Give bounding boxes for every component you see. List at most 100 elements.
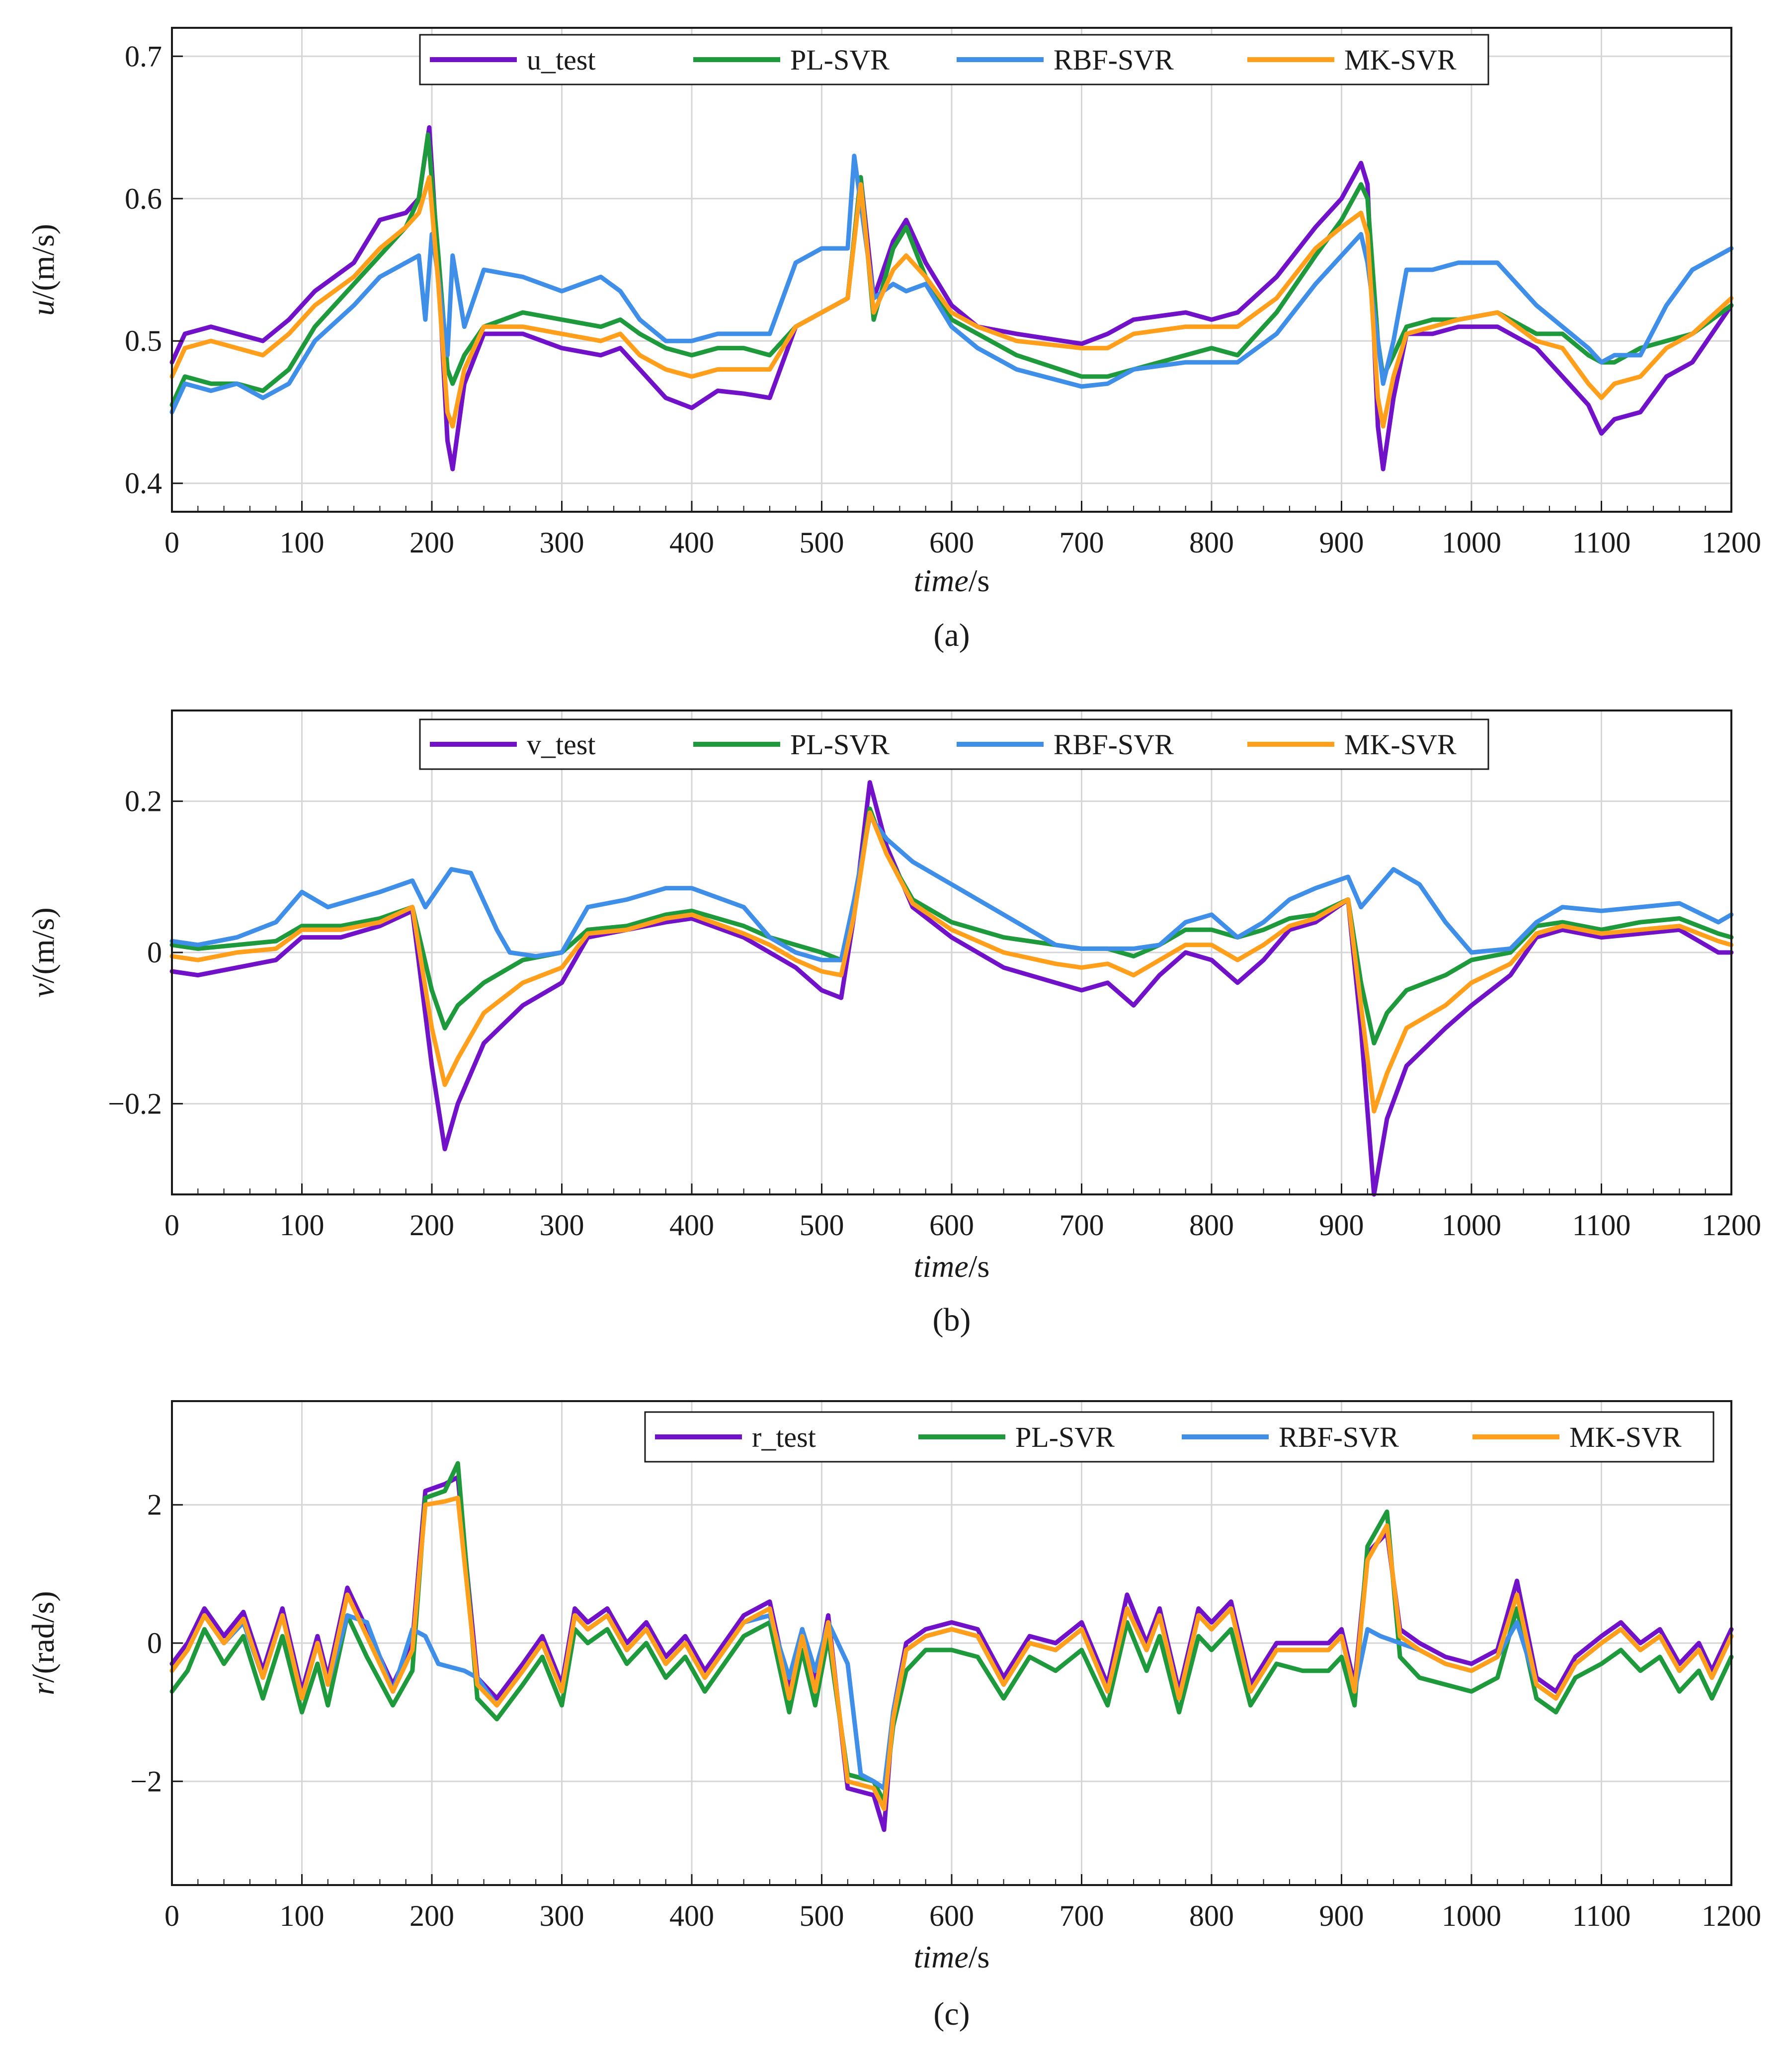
legend-label-v_test: v_test bbox=[527, 728, 596, 761]
y-axis-label-unit: /(m/s) bbox=[25, 224, 61, 300]
x-tick-label: 400 bbox=[669, 526, 714, 559]
x-tick-label: 1200 bbox=[1702, 526, 1761, 559]
legend: u_test PL-SVR RBF-SVR MK-SVR bbox=[419, 34, 1489, 85]
plot-border bbox=[171, 27, 1732, 513]
x-axis-label: time/s bbox=[914, 1939, 990, 1974]
panel-b: 0 100 200 300 400 500 600 700 800 900 1000 1100 1200… bbox=[25, 710, 1761, 1338]
plot-border bbox=[171, 1400, 1732, 1886]
legend-label-mk-svr: MK-SVR bbox=[1569, 1421, 1682, 1453]
x-tick-label: 600 bbox=[929, 526, 974, 559]
x-axis-label-unit: /s bbox=[969, 1939, 990, 1974]
y-tick-label: 0.5 bbox=[125, 324, 162, 357]
x-tick-label: 200 bbox=[409, 526, 454, 559]
series-line-v_test bbox=[169, 780, 1734, 1197]
series-group bbox=[169, 125, 1734, 472]
legend-label-u_test: u_test bbox=[527, 44, 596, 76]
panel-caption: (a) bbox=[933, 617, 970, 653]
legend-label-mk-svr: MK-SVR bbox=[1344, 728, 1457, 761]
y-axis-label-var: u bbox=[25, 300, 61, 316]
legend-label-rbf-svr: RBF-SVR bbox=[1054, 44, 1174, 76]
x-tick-label: 1200 bbox=[1702, 1899, 1761, 1932]
x-tick-label: 100 bbox=[280, 1899, 325, 1932]
legend: v_test PL-SVR RBF-SVR MK-SVR bbox=[419, 718, 1489, 770]
grid bbox=[171, 1401, 1732, 1885]
legend-label-pl-svr: PL-SVR bbox=[790, 44, 890, 76]
x-axis-label-var: time bbox=[914, 1939, 969, 1974]
y-tick-label: −0.2 bbox=[108, 1087, 162, 1120]
x-axis-label-unit: /s bbox=[969, 563, 990, 598]
y-tick-label: 2 bbox=[147, 1489, 162, 1521]
x-tick-label: 1100 bbox=[1572, 1209, 1631, 1242]
x-tick-label: 300 bbox=[540, 526, 584, 559]
panel-caption: (c) bbox=[933, 1996, 970, 2032]
x-axis-label-var: time bbox=[914, 563, 969, 598]
x-tick-label: 0 bbox=[164, 1899, 179, 1932]
x-tick-label: 700 bbox=[1059, 526, 1104, 559]
x-tick-label: 600 bbox=[929, 1209, 974, 1242]
x-tick-label: 1000 bbox=[1442, 526, 1501, 559]
y-tick-label: 0.2 bbox=[125, 785, 162, 818]
x-tick-label: 700 bbox=[1059, 1899, 1104, 1932]
y-tick-label: 0 bbox=[147, 936, 162, 969]
series-line-rbf-svr bbox=[169, 814, 1734, 962]
x-tick-label: 1000 bbox=[1442, 1209, 1501, 1242]
x-tick-label: 500 bbox=[800, 526, 844, 559]
series-group bbox=[169, 780, 1734, 1197]
x-tick-label: 400 bbox=[669, 1209, 714, 1242]
x-tick-label: 1000 bbox=[1442, 1899, 1501, 1932]
x-tick-label: 800 bbox=[1189, 1899, 1234, 1932]
x-tick-label: 800 bbox=[1189, 526, 1234, 559]
x-tick-label: 900 bbox=[1319, 1899, 1364, 1932]
panel-caption: (b) bbox=[933, 1302, 971, 1338]
x-tick-label: 400 bbox=[669, 1899, 714, 1932]
legend-label-pl-svr: PL-SVR bbox=[1015, 1421, 1115, 1453]
y-axis-label: u/(m/s) bbox=[25, 224, 61, 316]
x-tick-label: 700 bbox=[1059, 1209, 1104, 1242]
x-tick-label: 900 bbox=[1319, 1209, 1364, 1242]
x-tick-label: 200 bbox=[409, 1899, 454, 1932]
series-line-pl-svr bbox=[169, 806, 1734, 1046]
x-axis-label-unit: /s bbox=[969, 1249, 990, 1284]
y-tick-label: −2 bbox=[130, 1765, 162, 1798]
y-axis-label-unit: /(m/s) bbox=[25, 907, 61, 983]
x-axis-label: time/s bbox=[914, 563, 990, 598]
x-tick-label: 600 bbox=[929, 1899, 974, 1932]
y-tick-label: 0.7 bbox=[125, 40, 162, 73]
x-tick-label: 100 bbox=[280, 1209, 325, 1242]
x-tick-label: 800 bbox=[1189, 1209, 1234, 1242]
y-axis-label: v/(m/s) bbox=[25, 907, 61, 997]
x-tick-label: 1100 bbox=[1572, 1899, 1631, 1932]
legend-label-mk-svr: MK-SVR bbox=[1344, 44, 1457, 76]
legend: r_test PL-SVR RBF-SVR MK-SVR bbox=[644, 1411, 1714, 1463]
ticks: 0 100 200 300 400 500 600 700 800 900 1000 1100 1200… bbox=[108, 785, 1761, 1242]
x-tick-label: 500 bbox=[800, 1899, 844, 1932]
legend-label-rbf-svr: RBF-SVR bbox=[1279, 1421, 1399, 1453]
y-axis-label: r/(rad/s) bbox=[25, 1591, 61, 1695]
panel-c: 0 100 200 300 400 500 600 700 800 900 1000 1100 1200… bbox=[25, 1400, 1761, 2032]
x-tick-label: 200 bbox=[409, 1209, 454, 1242]
series-line-mk-svr bbox=[169, 1496, 1734, 1812]
ticks: 0 100 200 300 400 500 600 700 800 900 1000 1100 1200… bbox=[125, 40, 1761, 559]
x-tick-label: 100 bbox=[280, 526, 325, 559]
x-axis-label: time/s bbox=[914, 1249, 990, 1284]
x-tick-label: 0 bbox=[164, 1209, 179, 1242]
panel-a: 0 100 200 300 400 500 600 700 800 900 1000 1100 1200… bbox=[25, 27, 1761, 653]
y-axis-label-var: v bbox=[25, 983, 61, 998]
plot-border bbox=[171, 710, 1732, 1195]
x-tick-label: 900 bbox=[1319, 526, 1364, 559]
y-axis-label-unit: /(rad/s) bbox=[25, 1591, 61, 1683]
x-axis-label-var: time bbox=[914, 1249, 969, 1284]
y-tick-label: 0.4 bbox=[125, 467, 162, 500]
y-axis-label-var: r bbox=[25, 1682, 61, 1695]
y-tick-label: 0.6 bbox=[125, 182, 162, 215]
x-tick-label: 0 bbox=[164, 526, 179, 559]
legend-label-pl-svr: PL-SVR bbox=[790, 728, 890, 761]
series-line-mk-svr bbox=[169, 810, 1734, 1114]
x-tick-label: 1100 bbox=[1572, 526, 1631, 559]
x-tick-label: 1200 bbox=[1702, 1209, 1761, 1242]
series-group bbox=[169, 1461, 1734, 1832]
x-tick-label: 300 bbox=[540, 1209, 584, 1242]
series-line-mk-svr bbox=[169, 175, 1734, 429]
legend-label-rbf-svr: RBF-SVR bbox=[1054, 728, 1174, 761]
